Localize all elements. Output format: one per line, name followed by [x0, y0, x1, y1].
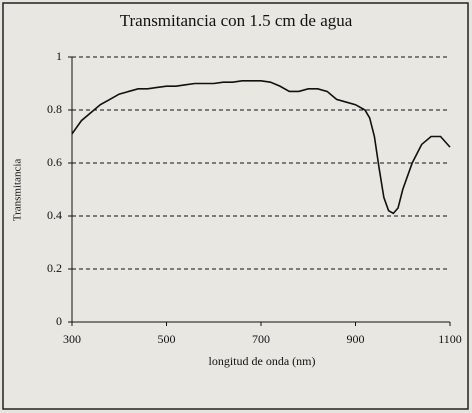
y-tick-label: 0.6	[47, 155, 62, 169]
x-axis-label: longitud de onda (nm)	[209, 354, 316, 368]
x-tick-label: 500	[158, 332, 176, 346]
line	[71, 80, 451, 215]
y-tick-label: 0.4	[47, 208, 62, 222]
y-axis-label: Transmitancia	[12, 159, 24, 222]
x-tick-label: 1100	[438, 332, 462, 346]
y-tick-label: 0	[56, 314, 62, 328]
x-tick-label: 300	[63, 332, 81, 346]
chart-title: Transmitancia con 1.5 cm de agua	[120, 11, 353, 30]
x-tick-label: 900	[347, 332, 365, 346]
x-tick-label: 700	[252, 332, 270, 346]
frame	[2, 2, 469, 410]
y-tick-label: 0.2	[47, 261, 62, 275]
y-tick-label: 1	[56, 49, 62, 63]
y-tick-label: 0.8	[47, 102, 62, 116]
